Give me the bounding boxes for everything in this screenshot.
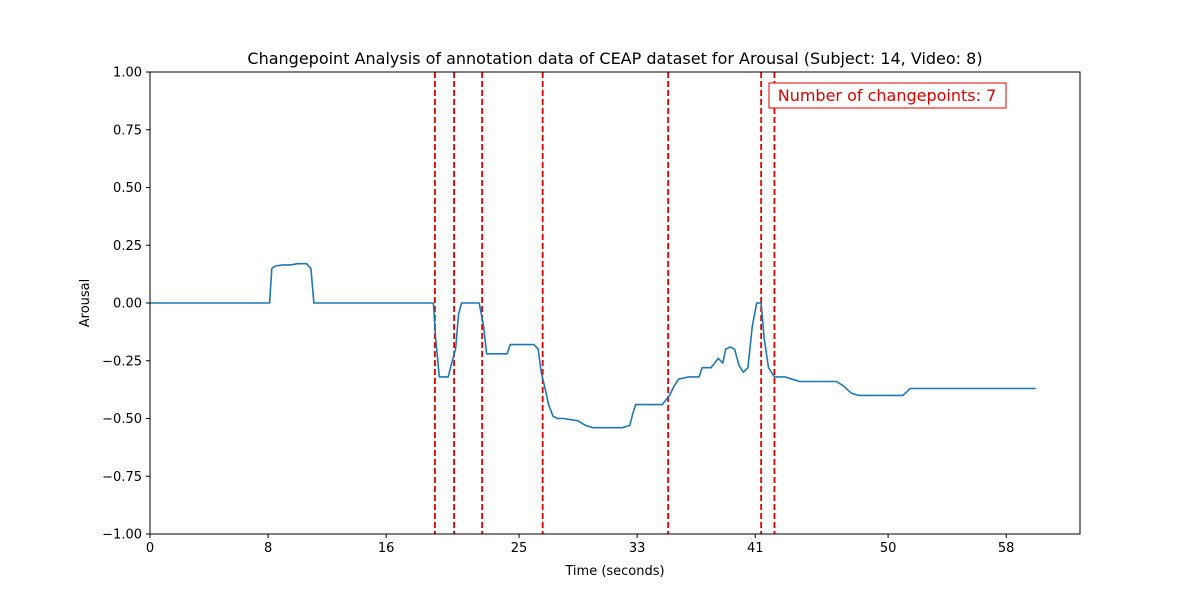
x-tick-label-7: 58 bbox=[998, 541, 1015, 556]
plot-area bbox=[150, 72, 1036, 534]
x-tick-label-2: 16 bbox=[378, 541, 395, 556]
annotation-text: Number of changepoints: 7 bbox=[778, 86, 997, 105]
series-line-0 bbox=[150, 262, 1036, 429]
y-tick-label-6: 0.50 bbox=[113, 181, 142, 196]
x-tick-label-3: 25 bbox=[511, 541, 528, 556]
x-tick-label-0: 0 bbox=[146, 541, 154, 556]
x-axis-label: Time (seconds) bbox=[564, 564, 664, 579]
x-tick-label-6: 50 bbox=[880, 541, 897, 556]
y-tick-label-1: −0.75 bbox=[102, 470, 142, 485]
y-tick-label-8: 1.00 bbox=[113, 66, 142, 81]
y-axis-label: Arousal bbox=[78, 279, 93, 328]
x-tick-label-5: 41 bbox=[747, 541, 764, 556]
y-tick-label-2: −0.50 bbox=[102, 412, 142, 427]
x-axis: 0 8 16 25 33 41 50 58 bbox=[146, 534, 1015, 556]
changepoint-count-annotation: Number of changepoints: 7 bbox=[768, 82, 1007, 109]
x-tick-label-4: 33 bbox=[629, 541, 646, 556]
annotation-box bbox=[768, 82, 1007, 109]
y-axis: −1.00 −0.75 −0.50 −0.25 0.00 0.25 0.50 0.75 1.00 bbox=[102, 66, 150, 543]
y-tick-label-3: −0.25 bbox=[102, 354, 142, 369]
x-tick-label-1: 8 bbox=[264, 541, 272, 556]
y-tick-label-5: 0.25 bbox=[113, 239, 142, 254]
y-tick-label-0: −1.00 bbox=[102, 528, 142, 543]
y-tick-label-4: 0.00 bbox=[113, 297, 142, 312]
y-tick-label-7: 0.75 bbox=[113, 123, 142, 138]
chart-title: Changepoint Analysis of annotation data … bbox=[247, 49, 982, 68]
